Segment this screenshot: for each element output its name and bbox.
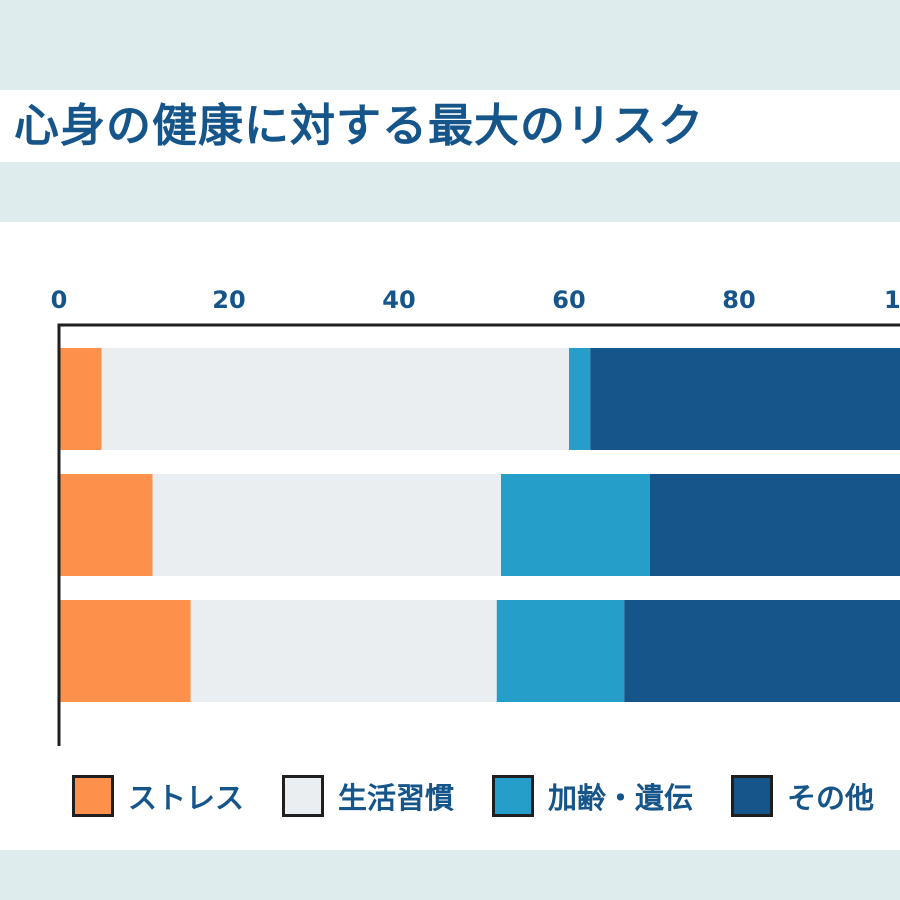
chart-title: 心身の健康に対する最大のリスク <box>14 99 705 152</box>
legend-item-other: その他 <box>731 775 874 817</box>
legend-swatch-lifestyle <box>282 775 325 817</box>
legend-label-stress: ストレス <box>128 781 245 815</box>
legend-swatch-stress <box>72 775 114 817</box>
bar-segment-row-1-series-1 <box>59 348 102 450</box>
chart-panel: 年年年020406080100 ストレス 生活習慣 加齢・遺伝 その他 <box>0 222 900 850</box>
legend-swatch-aging-genetics <box>492 775 535 817</box>
bar-segment-row-3-series-4 <box>624 600 900 702</box>
legend: ストレス 生活習慣 加齢・遺伝 その他 <box>72 770 900 822</box>
x-tick-label-40: 40 <box>382 286 415 314</box>
legend-item-aging-genetics: 加齢・遺伝 <box>492 775 693 817</box>
legend-label-lifestyle: 生活習慣 <box>338 781 455 815</box>
legend-swatch-other <box>731 775 774 817</box>
x-tick-label-60: 60 <box>552 286 585 314</box>
title-band: 心身の健康に対する最大のリスク <box>0 90 900 162</box>
legend-label-aging-genetics: 加齢・遺伝 <box>548 781 694 815</box>
bar-segment-row-1-series-2 <box>101 348 569 450</box>
bar-segment-row-2-series-3 <box>501 474 650 576</box>
bar-segment-row-3-series-3 <box>496 600 625 702</box>
bar-segment-row-1-series-3 <box>569 348 591 450</box>
bar-segment-row-2-series-4 <box>649 474 900 576</box>
legend-item-stress: ストレス <box>72 775 244 817</box>
bar-segment-row-2-series-2 <box>152 474 501 576</box>
stacked-bar-chart: 年年年020406080100 <box>51 286 900 746</box>
bar-segment-row-3-series-1 <box>59 600 191 702</box>
bar-segment-row-1-series-4 <box>590 348 900 450</box>
bar-segment-row-2-series-1 <box>59 474 153 576</box>
x-tick-label-80: 80 <box>722 286 755 314</box>
legend-label-other: その他 <box>787 781 875 815</box>
x-tick-label-20: 20 <box>212 286 245 314</box>
bar-segment-row-3-series-2 <box>190 600 497 702</box>
x-tick-label-100: 100 <box>884 286 900 314</box>
x-tick-label-0: 0 <box>51 286 68 314</box>
legend-item-lifestyle: 生活習慣 <box>282 775 454 817</box>
